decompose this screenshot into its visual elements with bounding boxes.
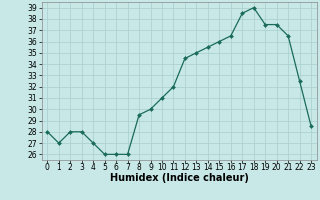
X-axis label: Humidex (Indice chaleur): Humidex (Indice chaleur)	[110, 173, 249, 183]
